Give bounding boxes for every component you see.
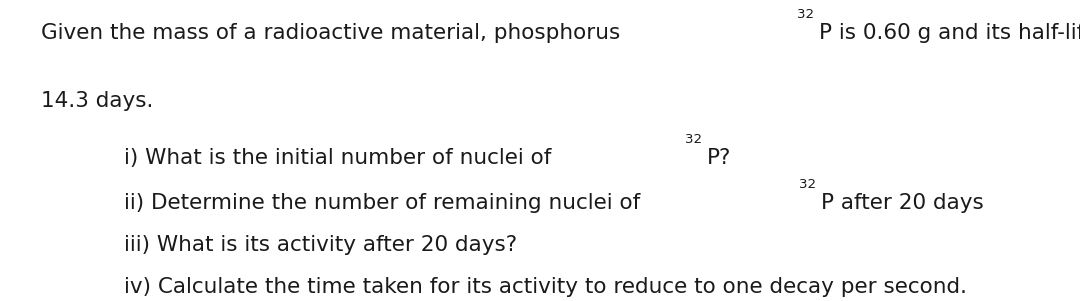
Text: 14.3 days.: 14.3 days. [41, 91, 153, 111]
Text: Given the mass of a radioactive material, phosphorus: Given the mass of a radioactive material… [41, 23, 627, 43]
Text: P after 20 days: P after 20 days [821, 193, 984, 213]
Text: i) What is the initial number of nuclei of: i) What is the initial number of nuclei … [124, 148, 558, 168]
Text: P is 0.60 g and its half-life, T: P is 0.60 g and its half-life, T [820, 23, 1080, 43]
Text: iv) Calculate the time taken for its activity to reduce to one decay per second.: iv) Calculate the time taken for its act… [124, 278, 968, 297]
Text: iii) What is its activity after 20 days?: iii) What is its activity after 20 days? [124, 235, 517, 255]
Text: 32: 32 [797, 8, 814, 21]
Text: 32: 32 [799, 178, 816, 191]
Text: 32: 32 [685, 133, 702, 146]
Text: P?: P? [706, 148, 731, 168]
Text: ii) Determine the number of remaining nuclei of: ii) Determine the number of remaining nu… [124, 193, 647, 213]
